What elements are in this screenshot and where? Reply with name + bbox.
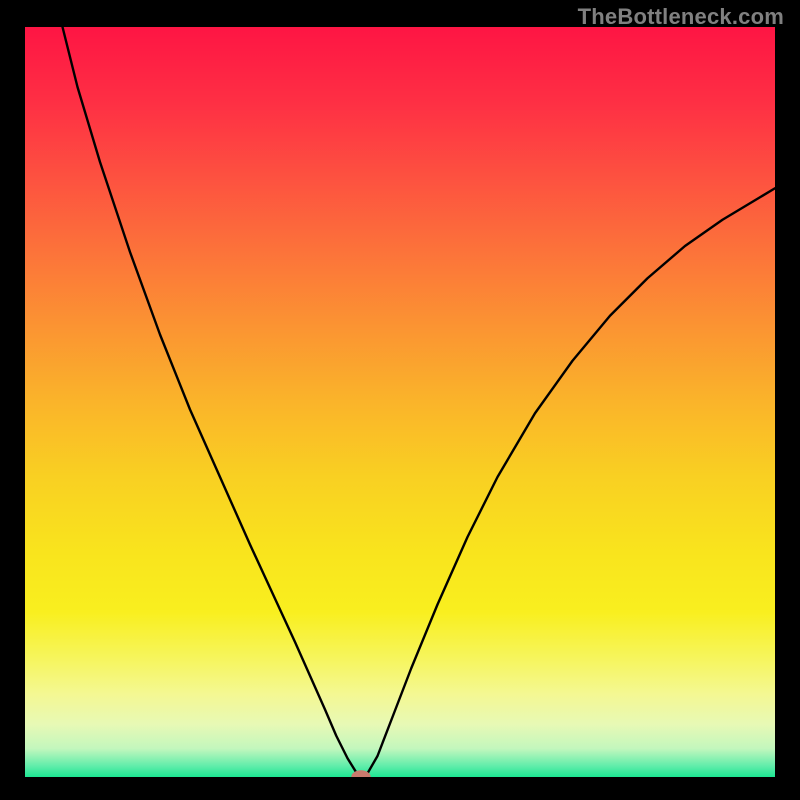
plot-svg: [25, 27, 775, 777]
gradient-background: [25, 27, 775, 777]
plot-area: [25, 27, 775, 777]
chart-frame: TheBottleneck.com: [0, 0, 800, 800]
